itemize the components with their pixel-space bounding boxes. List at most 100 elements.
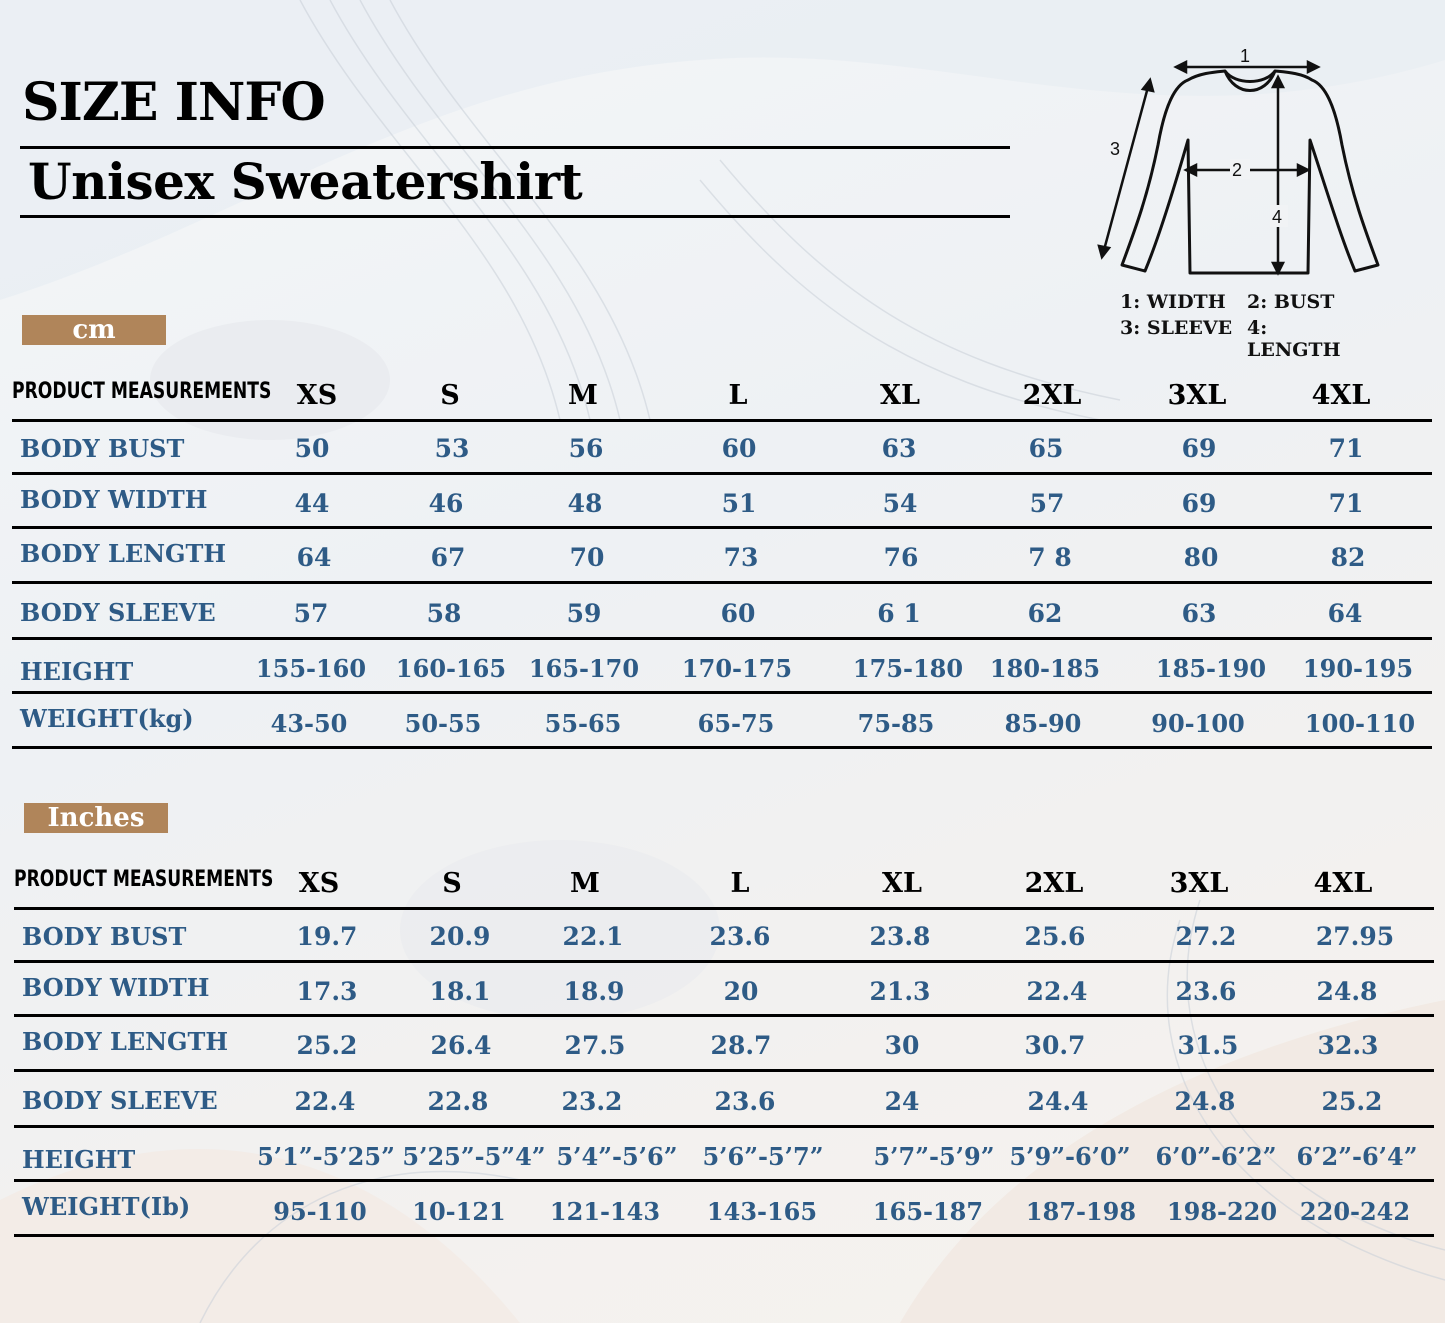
cell-value: 121-143 [549,1197,661,1226]
cell-value: 25.6 [1024,922,1086,951]
cell-value: 60 [721,434,757,463]
cell-value: 187-198 [1025,1197,1137,1226]
table-header-row: PRODUCT MEASUREMENTS XS S M L XL 2XL 3XL… [14,863,1434,908]
cell-value: 22.4 [294,1087,356,1116]
header-label: PRODUCT MEASUREMENTS [14,867,274,892]
cell-value: 69 [1181,489,1217,518]
cell-value: 64 [1327,599,1363,628]
diagram-label-3: 3 [1110,139,1120,159]
cell-value: 43-50 [270,709,348,738]
row-divider [12,637,1432,640]
cell-value: 27.95 [1315,922,1395,951]
row-label-weight-kg: WEIGHT(kg) [20,704,194,733]
header-label: PRODUCT MEASUREMENTS [12,379,272,404]
row-divider [12,419,1432,422]
diagram-label-4: 4 [1272,207,1282,227]
cell-value: 143-165 [706,1197,818,1226]
row-divider [14,1014,1434,1017]
cell-value: 24.8 [1174,1087,1236,1116]
diagram-legend: 1: WIDTH 2: BUST 3: SLEEVE 4: LENGTH [1120,291,1367,361]
cell-value: 23.6 [709,922,771,951]
size-header-3xl: 3XL [1167,380,1227,411]
legend-item: 3: SLEEVE [1120,317,1233,339]
row-label-body-width: BODY WIDTH [20,485,208,514]
row-label-body-sleeve: BODY SLEEVE [22,1086,218,1115]
cell-value: 5’9”-6’0” [1009,1142,1131,1171]
cell-value: 23.6 [1175,977,1237,1006]
cell-value: 73 [723,543,759,572]
row-divider [14,907,1434,910]
unit-badge-inches: Inches [24,803,168,833]
cell-value: 27.5 [564,1031,626,1060]
size-header-l: L [728,380,748,411]
row-label-body-width: BODY WIDTH [22,973,210,1002]
row-divider [12,526,1432,529]
row-divider [12,581,1432,584]
table-row: BODY BUST 19.7 20.9 22.1 23.6 23.8 25.6 … [14,910,1434,962]
cell-value: 155-160 [255,654,367,683]
cell-value: 23.8 [869,922,931,951]
table-row: HEIGHT 5’1”-5’25” 5’25”-5”4” 5’4”-5’6” 5… [14,1128,1434,1180]
cell-value: 175-180 [852,654,964,683]
cell-value: 48 [567,489,603,518]
cell-value: 63 [881,434,917,463]
row-divider [12,472,1432,475]
size-header-2xl: 2XL [1022,380,1082,411]
size-header-2xl: 2XL [1024,868,1084,899]
table-row: HEIGHT 155-160 160-165 165-170 170-175 1… [12,640,1432,692]
size-header-xs: XS [296,380,338,411]
row-label-body-sleeve: BODY SLEEVE [20,598,216,627]
row-label-body-bust: BODY BUST [20,434,185,463]
cell-value: 25.2 [296,1031,358,1060]
row-label-body-length: BODY LENGTH [20,539,227,568]
cell-value: 85-90 [1004,709,1082,738]
cell-value: 24 [884,1087,920,1116]
row-label-weight-lb: WEIGHT(Ib) [22,1192,191,1221]
cell-value: 59 [566,599,602,628]
row-divider [12,691,1432,694]
sweatshirt-diagram: 1 2 3 4 [1090,45,1390,280]
title-rule [20,146,1010,149]
size-header-xl: XL [882,868,922,899]
size-header-s: S [440,380,460,411]
unit-badge-cm: cm [22,315,166,345]
cell-value: 50 [294,434,330,463]
row-divider [14,1125,1434,1128]
cell-value: 21.3 [869,977,931,1006]
cell-value: 28.7 [710,1031,772,1060]
table-row: BODY LENGTH 64 67 70 73 76 7 8 80 82 [12,529,1432,583]
legend-item: 1: WIDTH [1120,291,1226,313]
row-label-height: HEIGHT [20,657,134,686]
cell-value: 44 [294,489,330,518]
cell-value: 51 [721,489,757,518]
cell-value: 90-100 [1151,709,1245,738]
page-subtitle: Unisex Sweatershirt [28,152,583,211]
cell-value: 10-121 [412,1197,506,1226]
cell-value: 6 1 [877,599,921,628]
size-table-inches: PRODUCT MEASUREMENTS XS S M L XL 2XL 3XL… [14,863,1434,1243]
cell-value: 63 [1181,599,1217,628]
cell-value: 65-75 [697,709,775,738]
table-row: WEIGHT(kg) 43-50 50-55 55-65 65-75 75-85… [12,694,1432,749]
cell-value: 6’2”-6’4” [1296,1142,1418,1171]
cell-value: 20 [723,977,759,1006]
size-header-4xl: 4XL [1313,868,1373,899]
cell-value: 22.8 [427,1087,489,1116]
cell-value: 160-165 [395,654,507,683]
cell-value: 80 [1183,543,1219,572]
cell-value: 31.5 [1177,1031,1239,1060]
diagram-label-2: 2 [1232,160,1242,180]
cell-value: 95-110 [273,1197,367,1226]
table-row: BODY WIDTH 17.3 18.1 18.9 20 21.3 22.4 2… [14,963,1434,1017]
row-label-body-length: BODY LENGTH [22,1027,229,1056]
cell-value: 27.2 [1175,922,1237,951]
cell-value: 64 [296,543,332,572]
cell-value: 32.3 [1317,1031,1379,1060]
cell-value: 58 [426,599,462,628]
cell-value: 30.7 [1024,1031,1086,1060]
cell-value: 5’1”-5’25” [257,1142,395,1171]
cell-value: 23.6 [714,1087,776,1116]
cell-value: 67 [430,543,466,572]
cell-value: 57 [1029,489,1065,518]
subtitle-rule [20,215,1010,218]
